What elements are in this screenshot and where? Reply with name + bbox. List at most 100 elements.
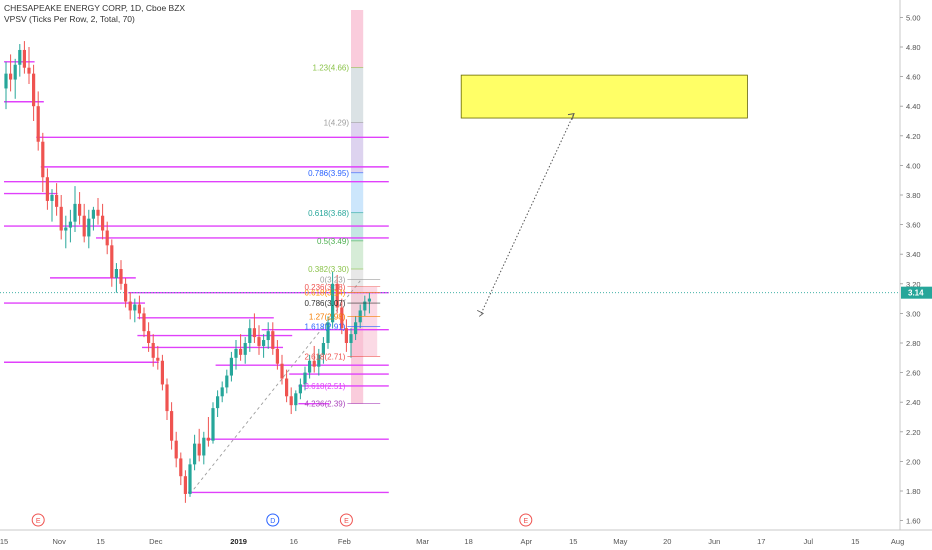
last-price-label: 3.14 bbox=[908, 289, 924, 298]
candle-body bbox=[331, 283, 335, 323]
event-marker[interactable] bbox=[519, 513, 533, 527]
fib-extension-label: 0.236(3.18) bbox=[304, 283, 345, 292]
candle-body bbox=[50, 195, 54, 201]
price-tick-label: 2.40 bbox=[906, 398, 921, 407]
candle-body bbox=[137, 304, 141, 314]
projection-arrow-head bbox=[567, 112, 575, 120]
price-tick-label: 1.80 bbox=[906, 487, 921, 496]
fib-band bbox=[351, 240, 364, 269]
time-axis-label: 15 bbox=[569, 537, 577, 546]
candle-body bbox=[55, 195, 59, 207]
price-tick-label: 3.80 bbox=[906, 191, 921, 200]
candle-body bbox=[174, 440, 178, 459]
price-tick-label: 2.00 bbox=[906, 457, 921, 466]
candle-body bbox=[101, 215, 105, 231]
price-tick-label: 3.20 bbox=[906, 280, 921, 289]
fib-extension-label: 1.618(2.91) bbox=[304, 323, 345, 332]
candle-body bbox=[211, 408, 215, 441]
fib-extension-label: 1.27(2.98) bbox=[309, 312, 346, 321]
event-marker[interactable] bbox=[339, 513, 353, 527]
fib-extension-label: 0.786(3.07) bbox=[304, 299, 345, 308]
price-tick-label: 3.00 bbox=[906, 309, 921, 318]
candle-body bbox=[234, 348, 238, 358]
candle-body bbox=[142, 313, 146, 332]
candle-body bbox=[363, 301, 367, 311]
last-price-badge bbox=[901, 286, 932, 299]
candle-body bbox=[110, 245, 114, 278]
time-axis-label: 15 bbox=[96, 537, 104, 546]
fib-extension-label: 2.618(2.71) bbox=[304, 352, 345, 361]
candle-body bbox=[151, 343, 155, 358]
candle-body bbox=[262, 340, 266, 346]
fib-band bbox=[351, 212, 364, 241]
candle-body bbox=[188, 464, 192, 494]
time-axis-label: 2019 bbox=[230, 537, 247, 546]
candle-body bbox=[257, 337, 261, 346]
candle-body bbox=[197, 443, 201, 456]
candle-body bbox=[239, 348, 243, 355]
candle-body bbox=[349, 334, 353, 343]
fib-retracement-label: 0.618(3.68) bbox=[308, 209, 349, 218]
candle-body bbox=[32, 73, 36, 107]
candle-body bbox=[354, 322, 358, 335]
event-marker[interactable] bbox=[31, 513, 45, 527]
candle-body bbox=[179, 458, 183, 477]
price-tick-label: 4.60 bbox=[906, 73, 921, 82]
candle-body bbox=[202, 437, 206, 456]
candle-body bbox=[114, 269, 118, 278]
candle-body bbox=[165, 384, 169, 412]
fib-band bbox=[351, 122, 364, 173]
fib-band bbox=[351, 67, 364, 123]
candle-body bbox=[124, 283, 128, 302]
candle-body bbox=[96, 209, 100, 216]
fib-ext-band bbox=[351, 286, 378, 357]
candle-body bbox=[156, 357, 160, 361]
price-tick-label: 2.20 bbox=[906, 428, 921, 437]
price-tick-label: 4.00 bbox=[906, 161, 921, 170]
candle-body bbox=[147, 331, 151, 343]
candle-body bbox=[119, 269, 123, 284]
event-marker-label: E bbox=[36, 518, 41, 525]
candle-body bbox=[280, 363, 284, 379]
target-box[interactable] bbox=[460, 74, 748, 119]
projection-arrow[interactable] bbox=[480, 113, 575, 314]
fib-band bbox=[351, 172, 364, 213]
price-axis-panel[interactable] bbox=[900, 0, 932, 550]
time-axis-label: 15 bbox=[851, 537, 859, 546]
candle-body bbox=[78, 203, 82, 216]
price-tick-label: 3.40 bbox=[906, 250, 921, 259]
price-tick-label: 2.80 bbox=[906, 339, 921, 348]
candle-body bbox=[317, 354, 321, 367]
time-axis-label: 20 bbox=[663, 537, 671, 546]
candle-body bbox=[220, 387, 224, 397]
time-axis-label: 18 bbox=[464, 537, 472, 546]
fib-retracement-label: 0.786(3.95) bbox=[308, 169, 349, 178]
candle-body bbox=[18, 49, 22, 65]
time-axis-label: Aug bbox=[891, 537, 904, 546]
candle-body bbox=[285, 378, 289, 397]
candle-body bbox=[229, 357, 233, 376]
time-axis-label: Mar bbox=[416, 537, 429, 546]
candle-body bbox=[13, 64, 17, 80]
symbol-title: CHESAPEAKE ENERGY CORP, 1D, Cboe BZX bbox=[4, 3, 186, 13]
candle-body bbox=[105, 230, 109, 246]
candle-body bbox=[312, 360, 316, 367]
candle-body bbox=[344, 328, 348, 343]
candle-body bbox=[243, 343, 247, 355]
candle-body bbox=[225, 375, 229, 388]
time-axis-label: 15 bbox=[0, 537, 8, 546]
time-axis-label: Nov bbox=[53, 537, 67, 546]
time-axis-label: Feb bbox=[338, 537, 351, 546]
candle-body bbox=[128, 301, 132, 311]
time-axis-label: Jun bbox=[708, 537, 720, 546]
event-marker[interactable] bbox=[266, 513, 280, 527]
candle-body bbox=[73, 203, 77, 222]
candle-body bbox=[27, 67, 31, 74]
candle-body bbox=[271, 331, 275, 349]
fib-extension-label: 0(3.23) bbox=[320, 275, 346, 284]
candle-body bbox=[91, 209, 95, 219]
candle-body bbox=[4, 73, 8, 89]
chart-legend: CHESAPEAKE ENERGY CORP, 1D, Cboe BZX VPS… bbox=[4, 3, 185, 25]
